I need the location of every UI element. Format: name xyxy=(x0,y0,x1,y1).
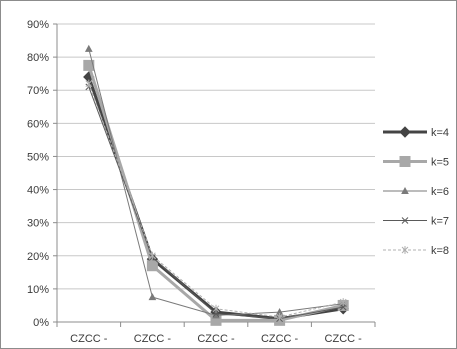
data-point xyxy=(149,251,156,260)
legend-label: k=7 xyxy=(431,216,449,228)
data-point xyxy=(85,79,93,88)
data-point xyxy=(401,186,409,194)
series-k-7 xyxy=(85,83,347,323)
data-point xyxy=(399,126,411,138)
data-point xyxy=(148,293,157,301)
data-point xyxy=(212,304,220,313)
series-layer xyxy=(83,44,349,326)
data-point xyxy=(83,59,95,71)
y-tick-label: 40% xyxy=(27,185,49,197)
data-point xyxy=(401,246,409,254)
series-line xyxy=(88,86,344,320)
y-tick-label: 30% xyxy=(27,218,49,230)
x-tick-label: CZCC -Zone 4 xyxy=(261,333,299,348)
data-point xyxy=(339,298,347,307)
y-tick-label: 10% xyxy=(27,284,49,296)
series-line xyxy=(87,64,344,322)
y-tick-label: 80% xyxy=(27,52,49,64)
data-point xyxy=(399,156,411,167)
y-tick-label: 50% xyxy=(27,151,49,163)
legend-label: k=5 xyxy=(431,157,449,169)
series-line xyxy=(88,83,344,318)
legend-item: k=4 xyxy=(383,126,449,139)
legend-item: k=8 xyxy=(383,245,449,257)
data-point xyxy=(146,260,158,272)
data-point xyxy=(212,310,220,318)
x-tick-label: CZCC -Zone 3 xyxy=(197,333,235,348)
series-k-5 xyxy=(83,59,349,326)
legend-label: k=8 xyxy=(431,245,449,257)
data-point xyxy=(339,303,347,311)
data-point xyxy=(276,313,283,322)
legend-item: k=7 xyxy=(383,216,449,228)
legend-label: k=6 xyxy=(431,186,449,198)
legend: k=4 k=5 k=6 k=7 k=8 xyxy=(383,126,449,257)
legend-label: k=4 xyxy=(431,127,449,139)
axis-layer: 0% 10% 20% 30% 40% 50% 60% 70% 80% 90% CZCC -Zone … xyxy=(27,19,376,348)
y-tick-label: 0% xyxy=(33,317,49,329)
data-point xyxy=(84,44,93,52)
y-tick-label: 20% xyxy=(27,251,49,263)
legend-item: k=5 xyxy=(383,156,449,169)
x-tick-label: CZCC -Zone 1 xyxy=(70,333,108,348)
series-k-8 xyxy=(85,79,347,322)
series-k-4 xyxy=(83,71,349,325)
y-tick-label: 70% xyxy=(27,85,49,97)
grid-layer xyxy=(57,23,375,323)
y-tick-label: 60% xyxy=(27,118,49,130)
y-tick-label: 90% xyxy=(27,19,49,31)
legend-item: k=6 xyxy=(383,186,449,198)
x-tick-label: CZCC -Zone 2 xyxy=(134,333,172,348)
data-point xyxy=(401,217,409,224)
x-tick-label: CZCC -Zone 5 xyxy=(325,333,363,348)
